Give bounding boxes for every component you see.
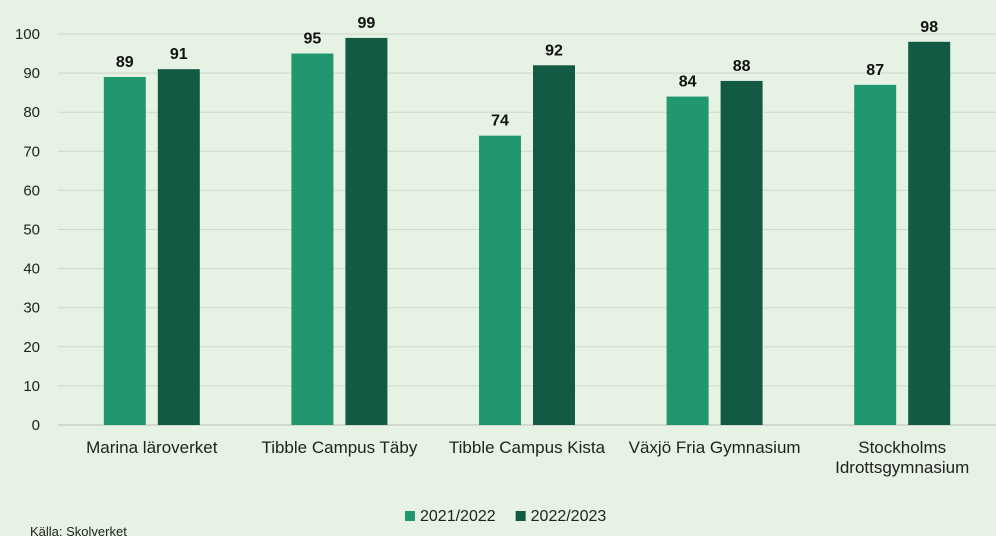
data-label: 84 (679, 74, 697, 91)
bar (854, 84, 897, 425)
y-tick-label: 10 (23, 378, 40, 395)
x-tick-label: Stockholms (858, 438, 946, 457)
bar (291, 53, 334, 426)
bar (908, 41, 951, 425)
y-tick-label: 90 (23, 65, 40, 82)
x-axis: Marina läroverket Tibble Campus Täby Tibbl… (86, 438, 969, 477)
y-axis: 0 10 20 30 40 50 60 70 80 90 100 (15, 26, 40, 434)
data-labels: 89 91 95 99 74 92 84 88 87 98 (116, 15, 938, 130)
y-tick-label: 60 (23, 182, 40, 199)
y-tick-label: 70 (23, 143, 40, 160)
x-tick-label: Idrottsgymnasium (835, 458, 969, 477)
x-tick-label: Tibble Campus Kista (449, 438, 606, 457)
y-tick-label: 100 (15, 26, 40, 43)
data-label: 88 (733, 58, 751, 75)
data-label: 91 (170, 46, 188, 63)
source-note: Källa: Skolverket (30, 524, 127, 536)
bar (103, 77, 146, 425)
y-tick-label: 80 (23, 104, 40, 121)
bar (479, 135, 521, 425)
bar (666, 96, 709, 425)
legend: 2021/2022 2022/2023 (405, 508, 606, 525)
legend-swatch (515, 511, 526, 521)
x-tick-label: Växjö Fria Gymnasium (629, 438, 801, 457)
legend-swatch (405, 511, 415, 521)
data-label: 92 (545, 42, 563, 59)
y-tick-label: 50 (23, 222, 40, 239)
y-tick-label: 0 (32, 417, 40, 434)
bar (157, 69, 200, 425)
data-label: 87 (866, 62, 884, 79)
y-tick-label: 30 (23, 300, 40, 317)
gridlines (58, 33, 996, 426)
legend-label: 2022/2023 (531, 508, 607, 525)
data-label: 95 (304, 31, 322, 48)
data-label: 98 (920, 19, 938, 36)
x-tick-label: Tibble Campus Täby (261, 438, 417, 457)
y-tick-label: 40 (23, 261, 40, 278)
data-label: 99 (358, 15, 376, 32)
bar (345, 37, 388, 425)
bars (103, 37, 951, 426)
legend-label: 2021/2022 (420, 508, 496, 525)
y-tick-label: 20 (23, 339, 40, 356)
data-label: 74 (491, 113, 509, 130)
bar (720, 80, 763, 426)
data-label: 89 (116, 54, 134, 71)
bar (533, 65, 575, 425)
x-tick-label: Marina läroverket (86, 438, 218, 457)
